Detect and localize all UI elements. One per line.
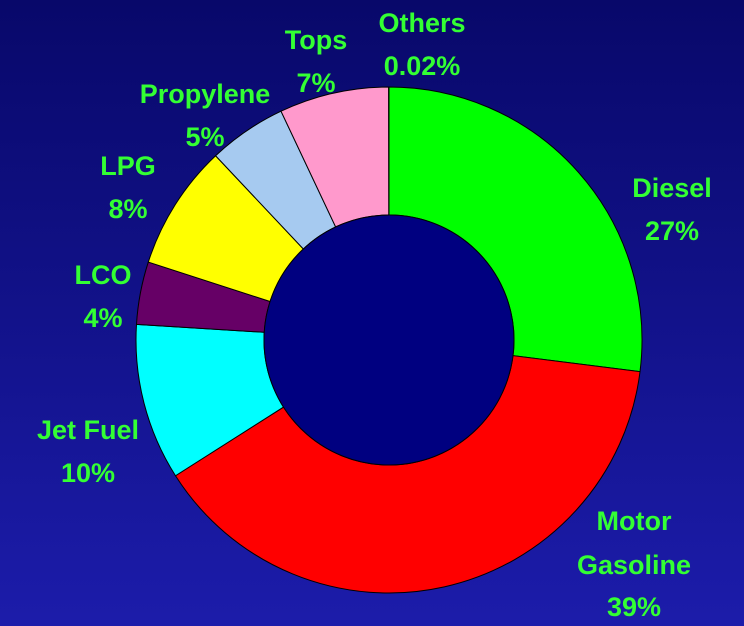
value-label: 5% <box>185 122 224 152</box>
value-label: 4% <box>83 303 122 333</box>
value-label: 27% <box>645 216 699 246</box>
category-label-line: Gasoline <box>577 550 691 580</box>
category-label: Jet Fuel <box>37 415 139 445</box>
value-label: 8% <box>108 194 147 224</box>
category-label-line: Motor <box>597 506 672 536</box>
category-label: Propylene <box>140 79 271 109</box>
value-label: 0.02% <box>384 51 461 81</box>
category-label: Tops <box>285 25 348 55</box>
category-label: Motor Gasoline <box>577 506 691 580</box>
category-label: Others <box>378 8 465 38</box>
category-label: Diesel <box>632 173 712 203</box>
category-label: LCO <box>75 260 132 290</box>
value-label: 39% <box>607 592 661 622</box>
value-label: 7% <box>296 68 335 98</box>
value-label: 10% <box>61 458 115 488</box>
category-label: LPG <box>100 151 156 181</box>
donut-hole <box>263 214 515 466</box>
